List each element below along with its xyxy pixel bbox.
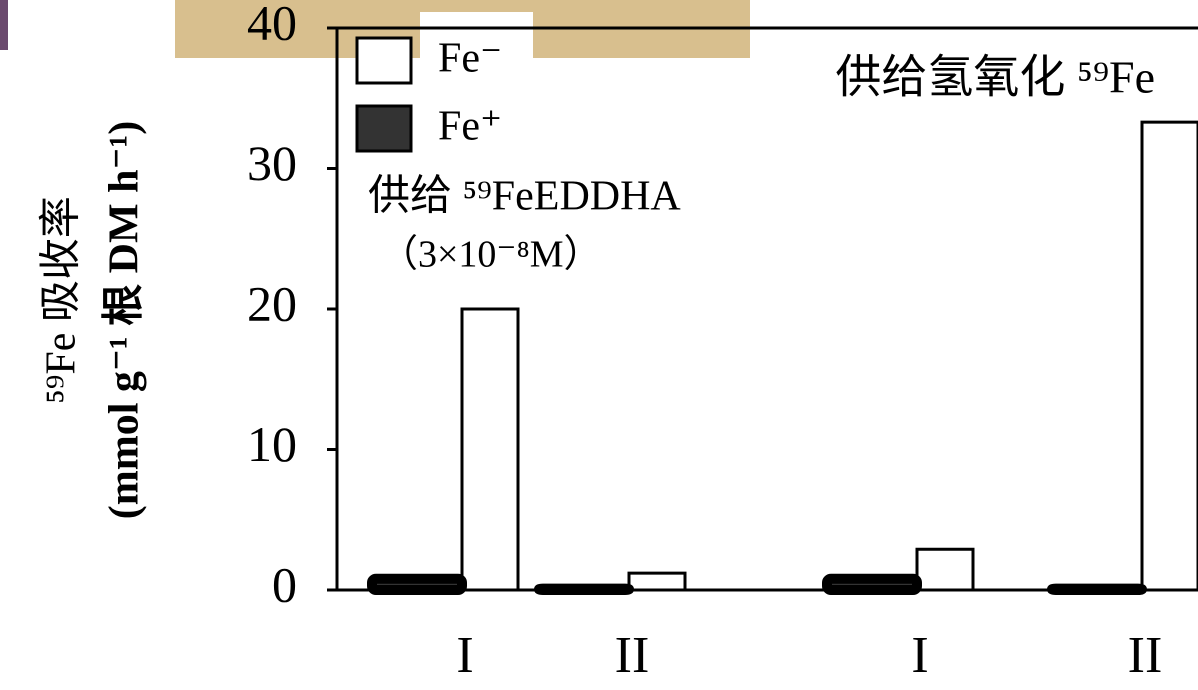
y-axis-label: ⁵⁹Fe 吸收率 bbox=[38, 196, 85, 404]
bar bbox=[629, 573, 685, 590]
chart: 供给氢氧化 ⁵⁹Fe 供给 ⁵⁹FeEDDHA （3×10⁻⁸M） ⁵⁹Fe 吸… bbox=[0, 0, 1198, 690]
y-axis-label: (mmol g⁻¹ 根 DM h⁻¹) bbox=[101, 121, 148, 519]
bar bbox=[539, 589, 629, 590]
bar bbox=[372, 579, 462, 590]
y-tick-label: 0 bbox=[272, 556, 297, 612]
legend-label: Fe⁺ bbox=[438, 104, 502, 150]
y-tick-label: 10 bbox=[247, 416, 297, 472]
y-tick-label: 30 bbox=[247, 135, 297, 191]
x-tick-label: II bbox=[615, 627, 650, 684]
bar bbox=[917, 549, 973, 590]
bar bbox=[827, 579, 917, 590]
bar bbox=[462, 309, 518, 590]
annotation: （3×10⁻⁸M） bbox=[380, 234, 602, 276]
legend-label: Fe⁻ bbox=[438, 36, 502, 82]
bar bbox=[1052, 589, 1142, 590]
legend-swatch bbox=[357, 38, 411, 83]
x-tick-label: I bbox=[911, 627, 928, 684]
x-tick-label: I bbox=[456, 627, 473, 684]
annotation: 供给 ⁵⁹FeEDDHA bbox=[368, 174, 681, 220]
x-tick-label: II bbox=[1128, 627, 1163, 684]
bar bbox=[1142, 122, 1198, 590]
background-decoration bbox=[0, 0, 8, 50]
legend-swatch bbox=[357, 106, 411, 151]
y-tick-label: 20 bbox=[247, 275, 297, 331]
y-tick-label: 40 bbox=[247, 0, 297, 50]
annotation: 供给氢氧化 ⁵⁹Fe bbox=[835, 52, 1155, 103]
